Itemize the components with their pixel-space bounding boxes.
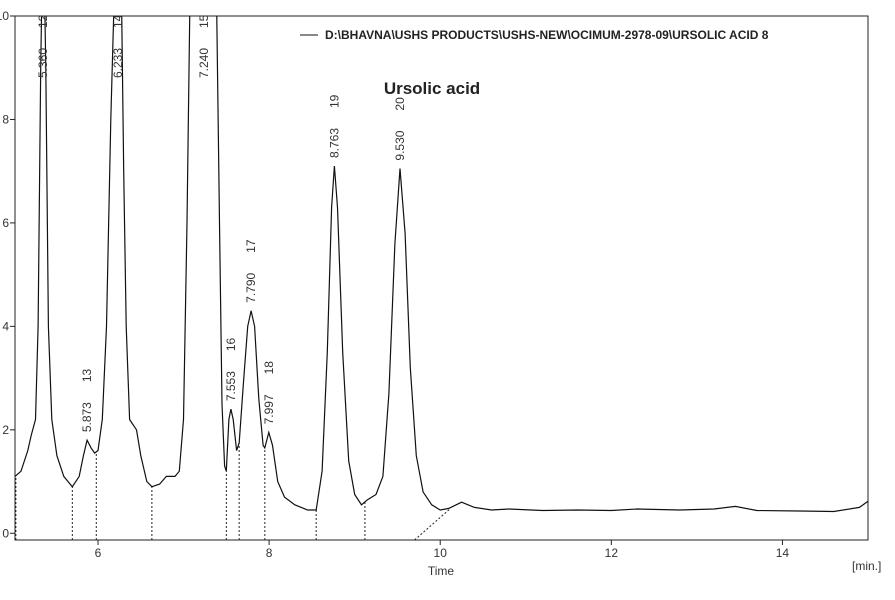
x-tick-label: 14 [776,546,790,560]
peak-number: 20 [393,97,407,111]
peak-number: 18 [262,361,276,375]
peak-number: 16 [224,337,238,351]
x-tick-label: 6 [95,546,102,560]
peak-number: 15 [197,14,211,28]
baseline [414,508,451,540]
plot-frame [14,15,869,541]
peak-number: 19 [327,94,341,108]
x-tick-label: 8 [266,546,273,560]
y-tick-label: 8 [2,112,9,126]
x-axis-label: Time [428,564,455,578]
peak-time-label: 5.360 [36,48,50,78]
peak-time-label: 7.790 [244,272,258,302]
x-tick-label: 10 [434,546,448,560]
plot-area: 5.360 12 5.873 13 6.233 14 7.240 15 7.553 16 7.790… [15,14,868,540]
peak-number: 13 [80,368,94,382]
peak-time-label: 7.553 [224,371,238,401]
y-tick-label: 10 [0,9,9,23]
y-tick-label: 0 [2,526,9,540]
x-axis-unit: [min.] [852,559,881,573]
peak-time-label: 8.763 [327,128,341,158]
peak-time-label: 7.997 [262,394,276,424]
y-tick-label: 6 [2,216,9,230]
peak-time-label: 6.233 [111,48,125,78]
peak-time-label: 9.530 [393,130,407,160]
peak-number: 14 [111,14,125,28]
peak-time-label: 5.873 [80,402,94,432]
peak-number: 17 [244,239,258,253]
peak-number: 12 [36,14,50,28]
y-tick-label: 2 [2,423,9,437]
peak-time-label: 7.240 [197,48,211,78]
x-tick-label: 12 [605,546,619,560]
legend-label: D:\BHAVNA\USHS PRODUCTS\USHS-NEW\OCIMUM-… [325,28,769,42]
trace [15,16,868,513]
annotation: Ursolic acid [384,79,480,98]
y-tick-label: 4 [2,319,9,333]
